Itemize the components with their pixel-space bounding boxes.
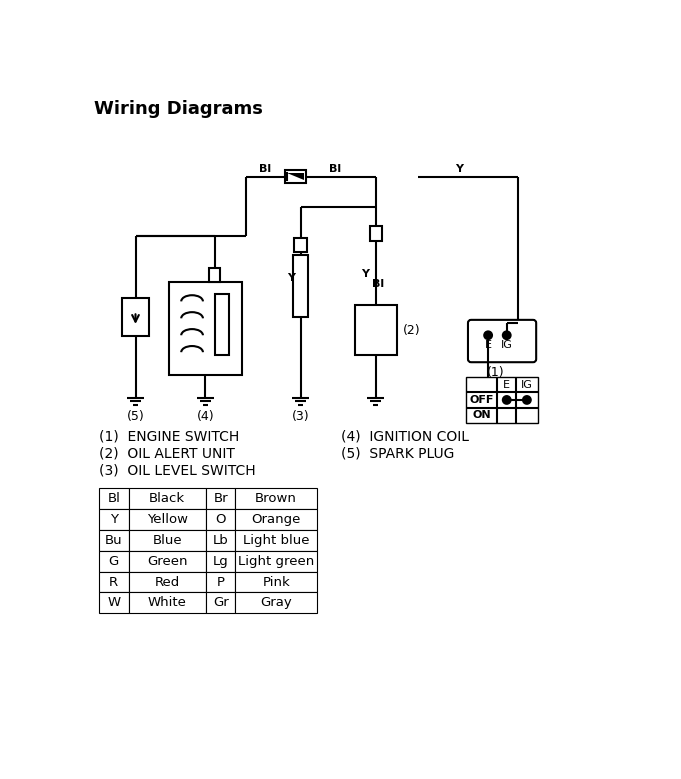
Bar [236,593,317,613]
Text: (2)  OIL ALERT UNIT: (2) OIL ALERT UNIT [99,446,235,460]
Bar [129,530,206,551]
Bar [129,551,206,572]
Text: Wiring Diagrams: Wiring Diagrams [95,100,264,118]
Bar [129,509,206,530]
Bar [355,305,396,355]
Bar [99,593,129,613]
Text: (3)  OIL LEVEL SWITCH: (3) OIL LEVEL SWITCH [99,463,255,477]
Circle shape [503,396,511,404]
Bar [370,226,382,241]
Bar [206,488,236,509]
Bar [129,593,206,613]
Bar [466,377,538,423]
Text: Lg: Lg [213,555,229,568]
Bar [129,488,206,509]
Text: (5)  SPARK PLUG: (5) SPARK PLUG [341,446,454,460]
Text: P: P [217,576,225,589]
FancyBboxPatch shape [468,320,536,362]
Text: Lb: Lb [213,534,229,547]
Bar [99,551,129,572]
Bar [121,298,149,336]
Bar [169,282,242,375]
Text: G: G [109,555,119,568]
Text: (5): (5) [127,411,144,423]
Bar [236,509,317,530]
Text: Black: Black [149,492,185,506]
Bar [129,572,206,593]
Circle shape [503,331,511,339]
Text: Bl: Bl [259,164,271,174]
Text: Bl: Bl [372,280,384,290]
Text: W: W [107,597,121,609]
Bar [206,593,236,613]
Text: IG: IG [501,340,513,351]
Text: (3): (3) [291,411,309,423]
Bar [215,294,229,355]
Bar [294,238,306,252]
Text: Gr: Gr [213,597,229,609]
Bar [99,488,129,509]
Text: White: White [148,597,187,609]
Text: O: O [215,513,226,526]
Text: Gray: Gray [260,597,292,609]
Bar [206,551,236,572]
Text: Light green: Light green [238,555,315,568]
Bar [236,488,317,509]
Text: Y: Y [361,270,369,280]
Text: (4)  IGNITION COIL: (4) IGNITION COIL [341,429,469,443]
Text: Blue: Blue [153,534,182,547]
Text: Y: Y [456,164,464,174]
Bar [206,572,236,593]
Text: OFF: OFF [470,395,494,405]
Text: Y: Y [287,273,296,284]
Text: R: R [109,576,118,589]
Bar [99,509,129,530]
Bar [99,572,129,593]
Text: IG: IG [521,379,533,390]
Text: Yellow: Yellow [147,513,188,526]
Bar [209,268,220,282]
Bar [236,572,317,593]
Bar [206,509,236,530]
Text: Pink: Pink [262,576,290,589]
Text: Brown: Brown [255,492,297,506]
Text: Green: Green [147,555,187,568]
Text: Red: Red [155,576,180,589]
Bar [236,530,317,551]
Text: ON: ON [473,411,491,421]
Text: (4): (4) [196,411,214,423]
Text: (1): (1) [487,366,505,379]
Bar [285,171,306,183]
Bar [293,256,308,317]
Polygon shape [287,173,304,181]
Bar [206,530,236,551]
Text: E: E [503,379,510,390]
Text: Light blue: Light blue [243,534,309,547]
Text: Bu: Bu [105,534,123,547]
Text: (2): (2) [403,324,420,337]
Circle shape [523,396,530,404]
Text: (1)  ENGINE SWITCH: (1) ENGINE SWITCH [99,429,239,443]
Text: Bl: Bl [108,492,121,506]
Text: E: E [485,340,492,351]
Circle shape [484,331,492,339]
Bar [236,551,317,572]
Bar [99,530,129,551]
Text: Orange: Orange [251,513,301,526]
Text: Bl: Bl [329,164,340,174]
Text: Br: Br [213,492,228,506]
Text: Y: Y [110,513,118,526]
